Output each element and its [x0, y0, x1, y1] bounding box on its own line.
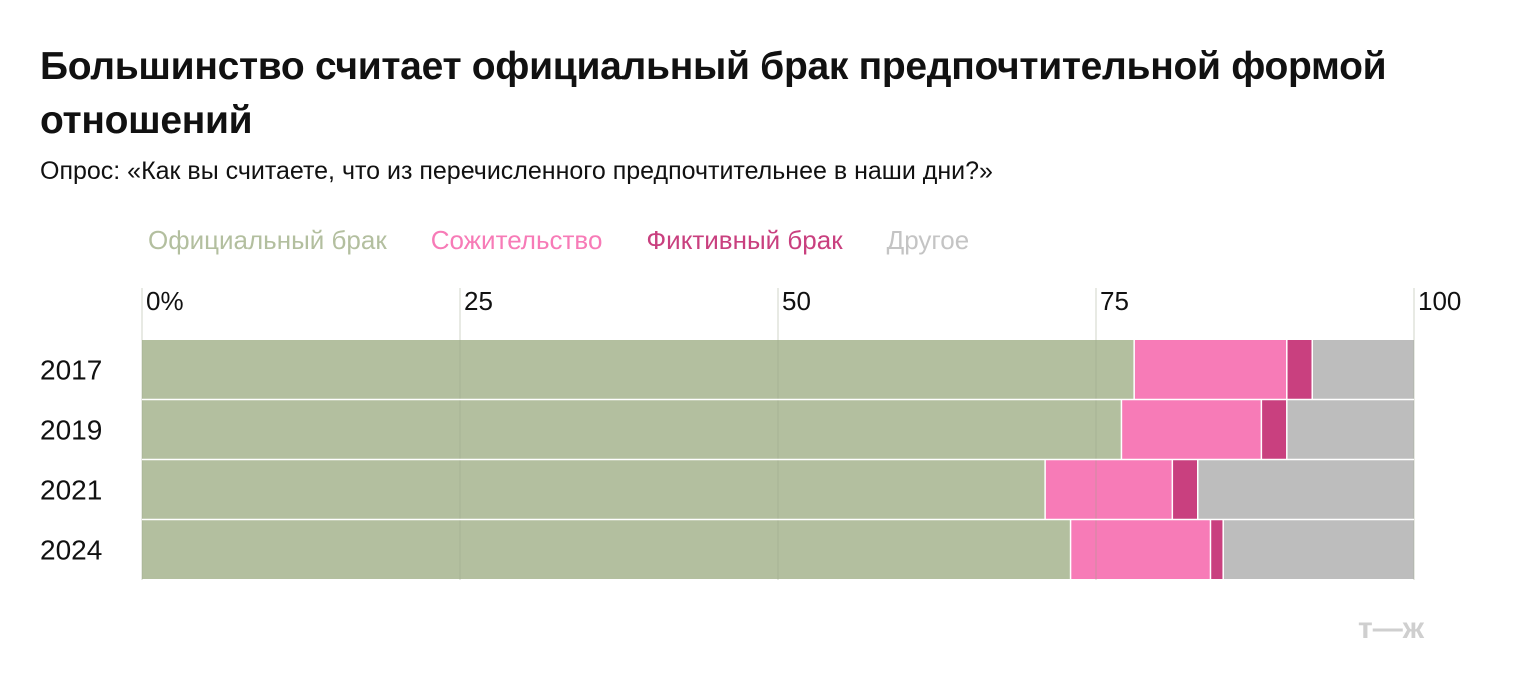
category-label: 2019 [40, 415, 102, 446]
bar-segment [1286, 400, 1414, 459]
bar-segment [1070, 520, 1211, 579]
bar-segment [142, 400, 1122, 459]
x-tick-label: 25 [464, 286, 493, 316]
bar-segment [1286, 340, 1313, 399]
legend: Официальный брак Сожительство Фиктивный … [148, 222, 969, 258]
bar-segment [1223, 520, 1414, 579]
legend-item-other: Другое [886, 225, 970, 255]
x-tick-label: 50 [782, 286, 811, 316]
tzh-logo: т—ж [1358, 614, 1425, 644]
legend-item-cohabitation: Сожительство [430, 225, 603, 255]
chart-title: Большинство считает официальный брак пре… [40, 45, 1387, 142]
category-label: 2017 [40, 355, 102, 386]
x-tick-label: 100 [1418, 286, 1461, 316]
bar-segment [1261, 400, 1287, 459]
bar-segment [1197, 460, 1414, 519]
bar-segment [1045, 460, 1173, 519]
category-label: 2021 [40, 475, 102, 506]
svg-text:т—ж: т—ж [1358, 614, 1425, 644]
bar-segment [1172, 460, 1198, 519]
bar-segment [1312, 340, 1414, 399]
chart-subtitle: Опрос: «Как вы считаете, что из перечисл… [40, 157, 993, 185]
bar-segment [1121, 400, 1262, 459]
legend-item-official-marriage: Официальный брак [148, 225, 387, 255]
legend-item-fictitious-marriage: Фиктивный брак [646, 225, 843, 255]
category-label: 2024 [40, 535, 102, 566]
x-tick-label: 75 [1100, 286, 1129, 316]
bar-segment [1210, 520, 1224, 579]
bar-segment [142, 460, 1046, 519]
bar-segment [142, 340, 1135, 399]
bar-segment [142, 520, 1071, 579]
bar-segment [1134, 340, 1287, 399]
x-tick-label: 0% [146, 286, 184, 316]
